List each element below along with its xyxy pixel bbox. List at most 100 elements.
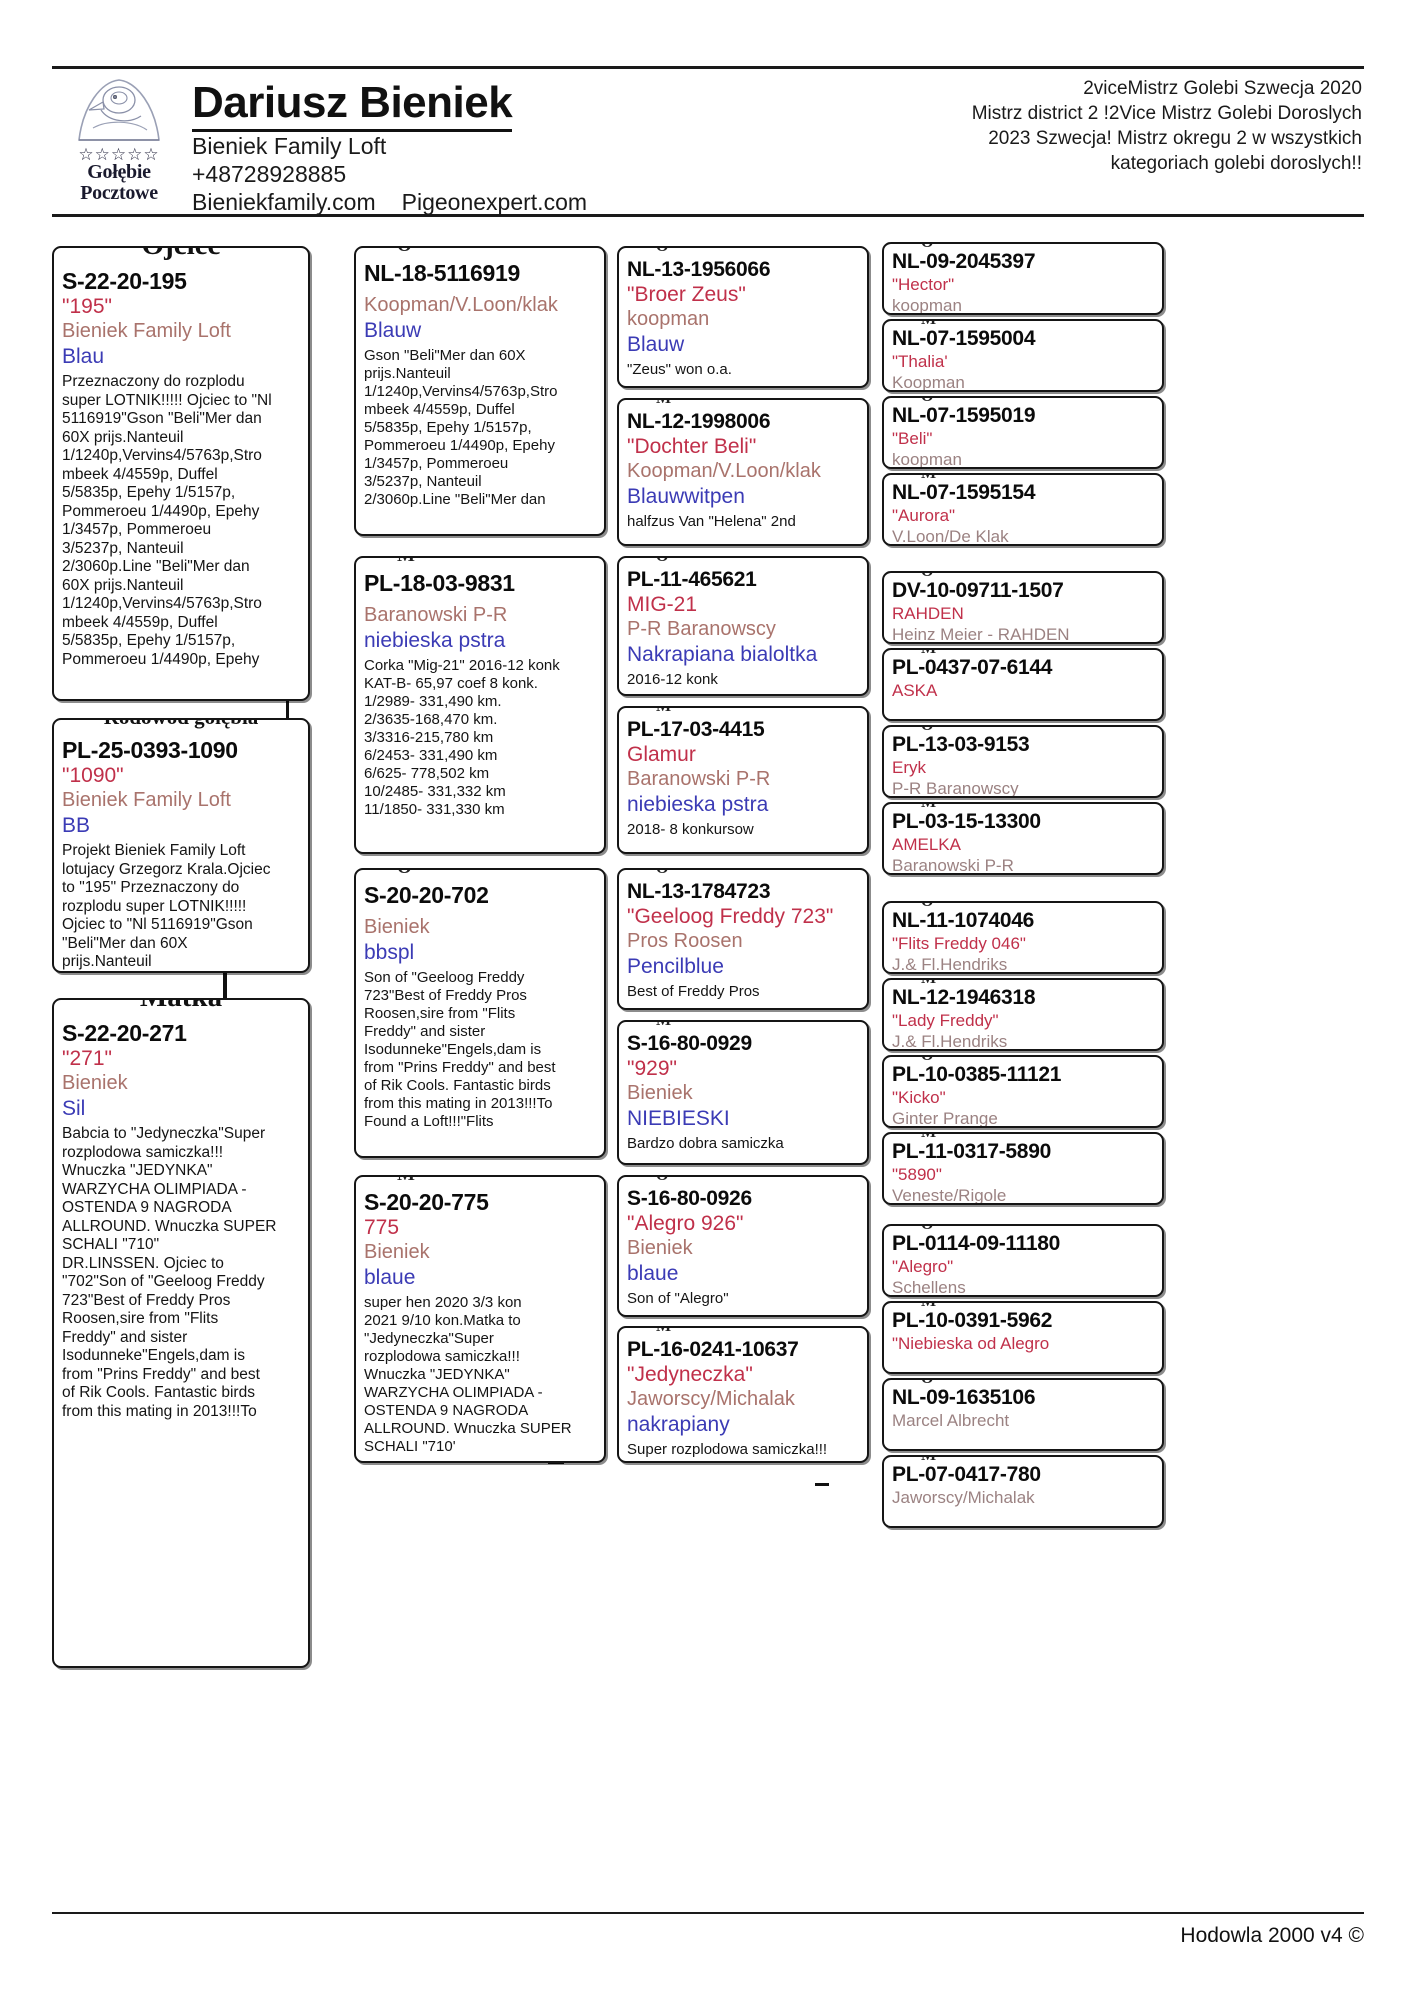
card-gen2-2[interactable]: O S-20-20-702 Bieniek bbspl Son of "Geel… [354,868,606,1158]
pedigree-grid: Ojciec S-22-20-195 "195" Bieniek Family … [52,228,1364,1908]
subject-nickname: "1090" [62,764,124,787]
card-subject[interactable]: Rodowód gołębia PL-25-0393-1090 "1090" B… [52,718,310,973]
card-gen4-14[interactable]: O NL-09-1635106 Marcel Albrecht [882,1378,1164,1451]
card-gen3-1[interactable]: M NL-12-1998006 "Dochter Beli" Koopman/V… [617,398,869,546]
card-gen4-12[interactable]: O PL-0114-09-11180 "Alegro" Schellens [882,1224,1164,1297]
sex-badge-male: O [649,1177,676,1185]
gen3-4-breeder: Pros Roosen [627,930,743,952]
document-footer: Hodowla 2000 v4 © [52,1912,1364,1948]
gen4-9-ring: NL-12-1946318 [892,986,1036,1009]
gen3-7-ring: PL-16-0241-10637 [627,1338,799,1361]
sex-badge-male: O [914,244,941,252]
sex-badge-female: M [649,400,679,408]
gen4-0-nickname: "Hector" [892,275,955,294]
gen4-9-breeder: J.& Fl.Hendriks [892,1032,1008,1051]
card-gen4-7[interactable]: M PL-03-15-13300 AMELKA Baranowski P-R [882,802,1164,875]
card-gen4-5[interactable]: M PL-0437-07-6144 ASKA [882,648,1164,721]
gen3-2-ring: PL-11-465621 [627,568,757,591]
card-gen4-3[interactable]: M NL-07-1595154 "Aurora" V.Loon/De Klak [882,473,1164,546]
gen3-0-nickname: "Broer Zeus" [627,283,746,306]
card-gen4-8[interactable]: O NL-11-1074046 "Flits Freddy 046" J.& F… [882,901,1164,974]
gen3-2-nickname: MIG-21 [627,593,698,616]
gen3-3-notes: 2018- 8 konkursow [627,821,754,838]
loft-logo: ☆☆☆☆☆ Gołębie Pocztowe [58,76,180,210]
gen4-10-nickname: "Kicko" [892,1088,946,1107]
father-nickname: "195" [62,295,112,318]
website-primary[interactable]: Bieniekfamily.com [192,189,376,215]
mother-breeder: Bieniek [62,1072,128,1094]
subject-notes: Projekt Bieniek Family Loft lotujacy Grz… [62,842,271,970]
mother-ring: S-22-20-271 [62,1020,187,1046]
gen4-1-ring: NL-07-1595004 [892,327,1036,350]
gen4-1-nickname: "Thalia' [892,352,948,371]
gen4-12-nickname: "Alegro" [892,1257,954,1276]
card-father[interactable]: Ojciec S-22-20-195 "195" Bieniek Family … [52,246,310,701]
father-ring: S-22-20-195 [62,268,187,294]
gen2-0-ring: NL-18-5116919 [364,260,520,286]
gen3-6-breeder: Bieniek [627,1237,693,1259]
header-bottom-rule [52,214,1364,217]
gen4-9-nickname: "Lady Freddy" [892,1011,999,1030]
gen3-5-nickname: "929" [627,1057,677,1080]
card-gen4-0[interactable]: O NL-09-2045397 "Hector" koopman [882,242,1164,315]
gen3-4-nickname: "Geeloog Freddy 723" [627,905,834,928]
gen2-0-notes: Gson "Beli"Mer dan 60X prijs.Nanteuil 1/… [364,347,558,508]
mother-nickname: "271" [62,1047,112,1070]
gen3-2-notes: 2016-12 konk [627,671,718,688]
gen3-6-color: blaue [627,1262,679,1285]
gen4-0-ring: NL-09-2045397 [892,250,1036,273]
card-gen3-4[interactable]: O NL-13-1784723 "Geeloog Freddy 723" Pro… [617,868,869,1010]
footer-copyright: Hodowla 2000 v4 © [1180,1924,1364,1947]
card-gen4-6[interactable]: O PL-13-03-9153 Eryk P-R Baranowscy [882,725,1164,798]
sex-badge-male: O [914,903,941,911]
gen4-11-nickname: "5890" [892,1165,942,1184]
gen4-3-nickname: "Aurora" [892,506,956,525]
card-gen3-6[interactable]: O S-16-80-0926 "Alegro 926" Bieniek blau… [617,1175,869,1317]
breeder-name: Dariusz Bieniek [192,78,513,132]
card-gen3-0[interactable]: O NL-13-1956066 "Broer Zeus" koopman Bla… [617,246,869,388]
sex-badge-male: O [914,727,941,735]
gen4-12-ring: PL-0114-09-11180 [892,1232,1061,1255]
gen2-3-ring: S-20-20-775 [364,1189,489,1215]
sex-badge-female: M [390,1177,422,1184]
card-gen4-10[interactable]: O PL-10-0385-11121 "Kicko" Ginter Prange [882,1055,1164,1128]
card-gen4-11[interactable]: M PL-11-0317-5890 "5890" Veneste/Rigole [882,1132,1164,1205]
gen3-7-color: nakrapiany [627,1413,730,1436]
card-gen4-1[interactable]: M NL-07-1595004 "Thalia' Koopman [882,319,1164,392]
gen3-2-breeder: P-R Baranowscy [627,618,776,640]
gen2-3-notes: super hen 2020 3/3 kon 2021 9/10 kon.Mat… [364,1294,572,1455]
sex-badge-female: M [914,475,944,483]
gen4-8-breeder: J.& Fl.Hendriks [892,955,1008,974]
sex-badge-female: M [914,1457,944,1465]
card-gen3-3[interactable]: M PL-17-03-4415 Glamur Baranowski P-R ni… [617,706,869,854]
loft-name: Bieniek Family Loft [192,133,387,159]
card-gen3-2[interactable]: O PL-11-465621 MIG-21 P-R Baranowscy Nak… [617,556,869,696]
card-gen4-2[interactable]: O NL-07-1595019 "Beli" koopman [882,396,1164,469]
card-gen4-4[interactable]: O DV-10-09711-1507 RAHDEN Heinz Meier - … [882,571,1164,644]
gen4-2-ring: NL-07-1595019 [892,404,1036,427]
logo-text-golebie: Gołębie [87,161,151,183]
card-gen4-15[interactable]: M PL-07-0417-780 Jaworscy/Michalak [882,1455,1164,1528]
card-gen2-1[interactable]: M PL-18-03-9831 Baranowski P-R niebieska… [354,556,606,854]
card-gen2-3[interactable]: M S-20-20-775 775 Bieniek blaue super he… [354,1175,606,1463]
gen3-1-color: Blauwwitpen [627,485,745,508]
sex-badge-female: M [914,980,944,988]
gen4-0-breeder: koopman [892,296,962,315]
card-gen4-9[interactable]: M NL-12-1946318 "Lady Freddy" J.& Fl.Hen… [882,978,1164,1051]
card-gen3-5[interactable]: M S-16-80-0929 "929" Bieniek NIEBIESKI B… [617,1020,869,1165]
sex-badge-female: M [914,804,944,812]
gen2-3-nickname: 775 [364,1216,400,1239]
gen3-7-nickname: "Jedyneczka" [627,1363,753,1386]
gen2-0-color: Blauw [364,319,422,342]
card-gen4-13[interactable]: M PL-10-0391-5962 "Niebieska od Alegro [882,1301,1164,1374]
card-mother[interactable]: Matka S-22-20-271 "271" Bieniek Sil Babc… [52,998,310,1668]
sex-badge-female: M [914,1303,944,1311]
gen3-0-ring: NL-13-1956066 [627,258,771,281]
card-gen3-7[interactable]: M PL-16-0241-10637 "Jedyneczka" Jaworscy… [617,1326,869,1463]
card-gen2-0[interactable]: O NL-18-5116919 Koopman/V.Loon/klak Blau… [354,246,606,536]
gen4-8-nickname: "Flits Freddy 046" [892,934,1026,953]
website-secondary[interactable]: Pigeonexpert.com [401,189,588,215]
gen4-13-nickname: "Niebieska od Alegro [892,1334,1050,1353]
gen2-1-notes: Corka "Mig-21" 2016-12 konk KAT-B- 65,97… [364,657,560,818]
